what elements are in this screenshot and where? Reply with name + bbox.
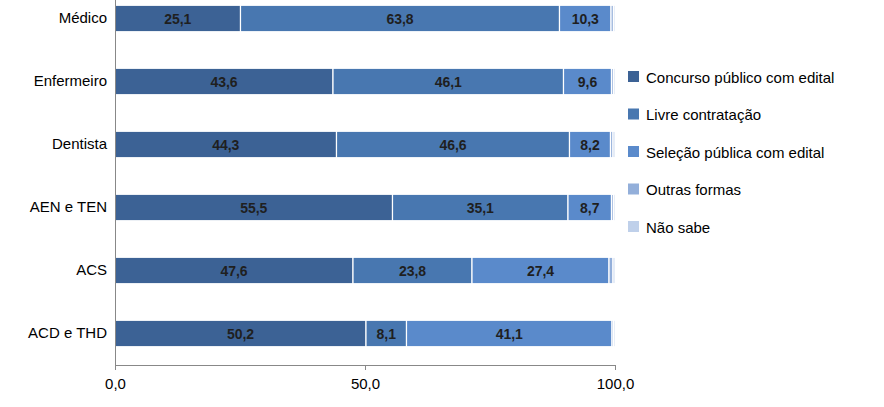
bar: [564, 68, 612, 94]
bar: [333, 68, 564, 94]
bar: [366, 320, 407, 346]
data-label: 27,4: [527, 263, 554, 279]
category-label: AEN e TEN: [30, 198, 107, 215]
data-label: 46,6: [439, 137, 466, 153]
category-label: ACD e THD: [28, 324, 107, 341]
legend-swatch: [628, 146, 639, 157]
bar: [568, 194, 612, 220]
data-labels: 25,1 43,6 44,3 55,5 47,6 50,2 63,8 46,1 46,6 35,1…: [164, 11, 600, 342]
series: [241, 5, 570, 346]
bar: [613, 131, 615, 157]
bar: [614, 68, 616, 94]
bar: [613, 257, 615, 283]
bar: [560, 5, 612, 31]
data-label: 41,1: [496, 326, 523, 342]
tick: AEN e TEN: [30, 198, 115, 215]
bars: [115, 5, 615, 346]
bar: [407, 320, 613, 346]
legend-label: Não sabe: [646, 219, 710, 236]
axis-line: [116, 366, 616, 371]
tick-label: 50,0: [351, 375, 380, 392]
data-label: 63,8: [386, 11, 413, 27]
data-label: 47,6: [220, 263, 247, 279]
legend-swatch: [628, 71, 639, 82]
legend-label: Concurso público com edital: [646, 69, 834, 86]
bar: [115, 320, 366, 346]
data-label: 55,5: [240, 200, 267, 216]
bar: [337, 131, 570, 157]
category-label: ACS: [76, 261, 107, 278]
bar: [472, 257, 609, 283]
bar: [614, 320, 616, 346]
series: [609, 5, 614, 346]
tick-label: 100,0: [597, 375, 635, 392]
category-label: Enfermeiro: [34, 72, 107, 89]
legend-swatch: [628, 221, 639, 232]
tick: 50,0: [351, 365, 380, 392]
chart: 25,1 43,6 44,3 55,5 47,6 50,2 63,8 46,1 46,6 35,1…: [0, 0, 884, 407]
data-label: 8,7: [580, 200, 600, 216]
data-label: 25,1: [164, 11, 191, 27]
bar: [353, 257, 472, 283]
data-label: 46,1: [435, 74, 462, 90]
legend-swatch: [628, 184, 639, 195]
series: [407, 5, 613, 346]
legend: Concurso público com edital Livre contrat…: [628, 69, 834, 236]
bar: [241, 5, 560, 31]
tick-mark: [365, 365, 366, 370]
data-label: 35,1: [467, 200, 494, 216]
category-label: Dentista: [52, 135, 108, 152]
bar: [614, 194, 616, 220]
bar: [115, 131, 337, 157]
data-label: 50,2: [227, 326, 254, 342]
tick: 0,0: [105, 365, 126, 392]
data-label: 8,2: [580, 137, 600, 153]
axis-line: [115, 0, 116, 366]
tick-mark: [615, 365, 616, 370]
tick: Médico: [59, 9, 115, 26]
legend-label: Outras formas: [646, 181, 741, 198]
bar: [115, 194, 393, 220]
bar: [614, 5, 616, 31]
tick-mark: [115, 365, 116, 370]
data-label: 43,6: [210, 74, 237, 90]
bar: [115, 5, 241, 31]
data-label: 9,6: [578, 74, 598, 90]
tick: ACS: [76, 261, 115, 278]
tick: 100,0: [597, 365, 635, 392]
data-label: 10,3: [572, 11, 599, 27]
series: [115, 5, 393, 346]
legend-swatch: [628, 109, 639, 120]
bar: [115, 68, 333, 94]
bar: [115, 257, 353, 283]
legend-label: Livre contratação: [646, 106, 761, 123]
series: [613, 5, 615, 346]
data-label: 44,3: [212, 137, 239, 153]
bar: [570, 131, 611, 157]
tick-label: 0,0: [105, 375, 126, 392]
data-label: 23,8: [399, 263, 426, 279]
tick: Enfermeiro: [34, 72, 115, 89]
tick: Dentista: [52, 135, 115, 152]
legend-label: Seleção pública com edital: [646, 144, 824, 161]
bar: [393, 194, 569, 220]
x-axis: 0,0 50,0 100,0: [105, 365, 634, 392]
tick: ACD e THD: [28, 324, 115, 341]
y-axis: Médico Enfermeiro Dentista AEN e TEN ACS ACD …: [28, 0, 115, 366]
category-label: Médico: [59, 9, 107, 26]
data-label: 8,1: [377, 326, 397, 342]
